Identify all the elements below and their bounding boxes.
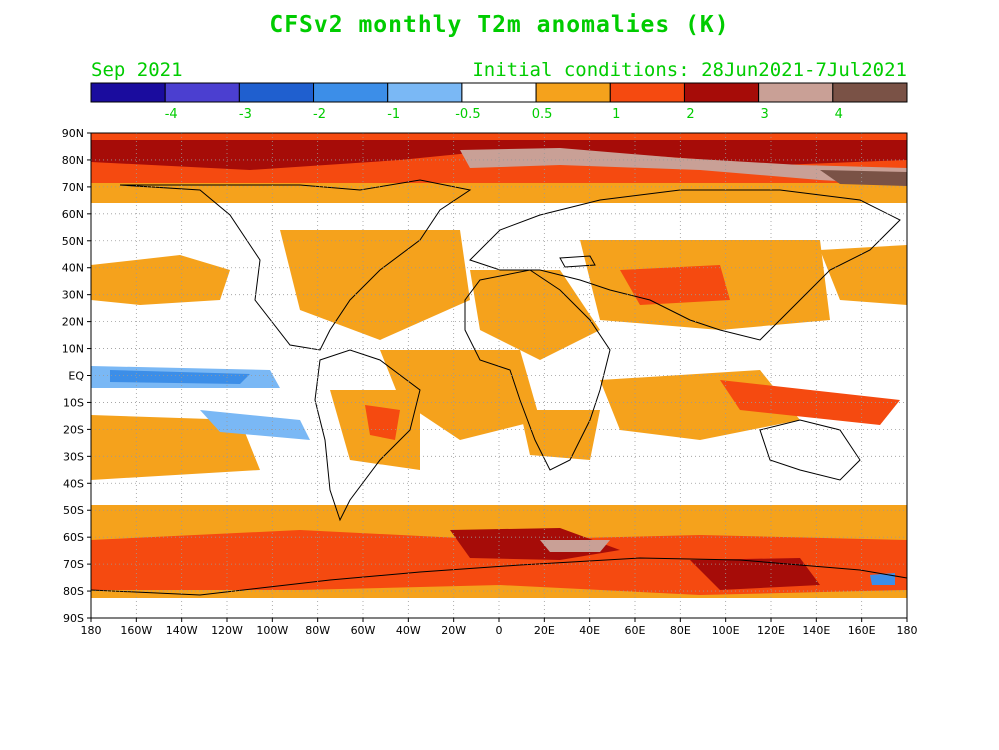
lon-tick-label: 160W [120,624,152,637]
arctic-very-warm-region [91,140,907,170]
colorbar-swatch-10 [832,82,908,103]
lat-tick-label: EQ [68,370,84,383]
south-pole-neutral-region [91,598,907,618]
lon-tick-label: 120W [211,624,243,637]
colorbar-label: -2 [313,107,326,122]
north-america-coast [119,179,472,351]
lon-tick-label: 180 [81,624,102,637]
lat-tick-label: 80S [63,585,84,598]
colorbar-label: 4 [835,107,843,122]
colorbar-swatch-6 [535,82,611,103]
lat-tick-label: 10N [62,343,84,356]
lon-tick-label: 20W [441,624,466,637]
colorbar-swatch-2 [238,82,315,103]
lat-tick-label: 70S [63,558,84,571]
west-pacific-warm-region [820,245,907,305]
colorbar-label: 3 [760,107,768,122]
lat-tick-label: 50N [62,235,84,248]
north-america-warm-region [280,230,470,340]
lat-tick-label: 70N [62,181,84,194]
antarctic-very-warm-region-2 [690,558,820,590]
lon-tick-label: 0 [496,624,503,637]
eurasia-coast [469,189,901,341]
colorbar [90,82,908,103]
colorbar-swatch-9 [758,82,834,103]
colorbar-swatch-4 [387,82,463,103]
arctic-extreme-region [460,148,907,185]
coastlines [90,179,908,596]
australia-coast [759,419,861,481]
lon-tick-label: 20E [534,624,555,637]
lon-tick-label: 80E [670,624,691,637]
lon-tick-label: 80W [305,624,330,637]
colorbar-label: -0.5 [455,107,480,122]
lat-tick-label: 90N [62,127,84,140]
initial-conditions-label: Initial conditions: 28Jun2021-7Jul2021 [472,59,907,81]
lat-tick-label: 20S [63,423,84,436]
tropical-pacific-cold-region [110,370,250,384]
africa-coast [464,269,611,471]
lat-lon-grid [91,133,907,618]
africa-north-warm-region [470,270,600,360]
colorbar-labels: -4 -3 -2 -1 -0.5 0.5 1 2 3 4 [165,107,843,122]
ross-sea-cold-region [870,573,895,585]
colorbar-swatch-8 [683,82,760,103]
colorbar-swatch-0 [90,82,166,103]
colorbar-label: -3 [239,107,252,122]
lon-tick-label: 60W [351,624,376,637]
antarctica-coast [90,557,908,596]
lat-tick-label: 40N [62,262,84,275]
latitude-labels: 90N 80N 70N 60N 50N 40N 30N 20N 10N EQ 10S 20S 30S 40… [62,127,91,625]
caspian-sea-coast [559,255,596,268]
lat-tick-label: 60N [62,208,84,221]
lat-tick-label: 80N [62,154,84,167]
colorbar-label: -4 [165,107,178,122]
south-pacific-warm-region [91,415,260,480]
lon-tick-label: 120E [757,624,785,637]
lat-tick-label: 40S [63,477,84,490]
lat-tick-label: 10S [63,396,84,409]
lat-tick-label: 50S [63,504,84,517]
lat-tick-label: 30N [62,289,84,302]
lon-tick-label: 180 [897,624,918,637]
colorbar-label: -1 [387,107,400,122]
colorbar-swatch-3 [313,82,389,103]
lat-tick-label: 30S [63,450,84,463]
colorbar-label: 1 [612,107,620,122]
colorbar-swatch-1 [164,82,240,103]
colorbar-label: 0.5 [532,107,553,122]
longitude-labels: 180 160W 140W 120W 100W 80W 60W 40W 20W 0 20E 40E 60… [81,618,918,637]
lon-tick-label: 40E [579,624,600,637]
map-title: CFSv2 monthly T2m anomalies (K) [269,12,730,38]
south-america-coast [314,349,421,522]
lon-tick-label: 60E [625,624,646,637]
colorbar-label: 2 [686,107,694,122]
lat-tick-label: 20N [62,316,84,329]
lon-tick-label: 160E [848,624,876,637]
south-pacific-cool-region [200,410,310,440]
arctic-max-region [820,170,907,186]
southern-africa-warm-region [520,410,600,460]
lat-tick-label: 90S [63,612,84,625]
lon-tick-label: 140E [802,624,830,637]
valid-month-label: Sep 2021 [91,59,183,81]
lon-tick-label: 140W [166,624,198,637]
indonesia-strong-warm-region [720,380,900,425]
antarctic-extreme-region [540,540,610,552]
atlantic-warm-region [380,350,540,440]
colorbar-swatch-7 [609,82,685,103]
map-plot-area [90,132,908,619]
lon-tick-label: 100E [712,624,740,637]
lat-tick-label: 60S [63,531,84,544]
colorbar-swatch-5 [461,82,537,103]
antarctic-strong-warm-region [91,530,907,595]
brazil-strong-warm-region [365,405,400,440]
lon-tick-label: 100W [256,624,288,637]
lon-tick-label: 40W [396,624,421,637]
